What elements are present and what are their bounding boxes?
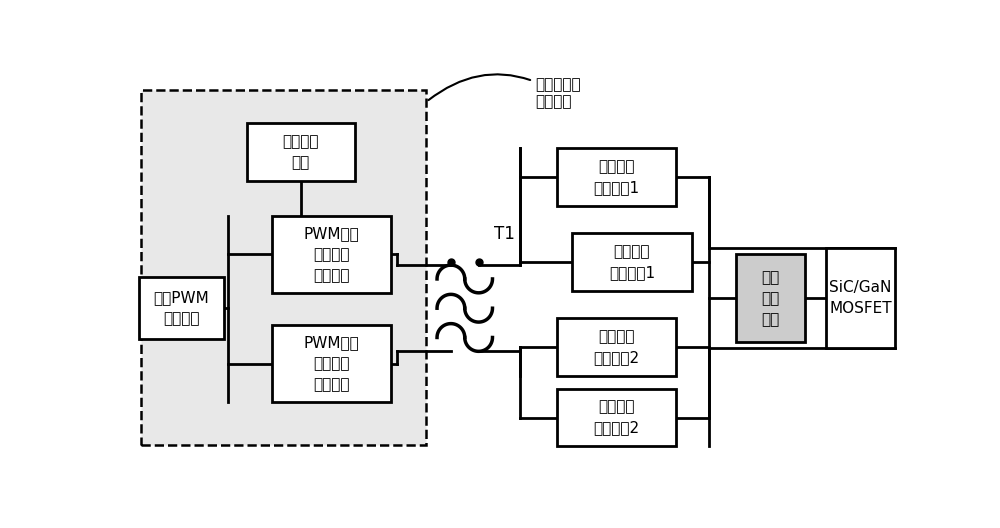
Text: 钳位
缓冲
电路: 钳位 缓冲 电路 [761, 270, 780, 327]
Bar [557, 389, 676, 447]
Bar [272, 216, 391, 293]
Text: 第一供电
电源: 第一供电 电源 [283, 134, 319, 170]
Bar [826, 248, 895, 348]
Text: 前沿脉冲
开通电路1: 前沿脉冲 开通电路1 [593, 159, 640, 195]
Bar [141, 90, 426, 445]
Bar [247, 123, 355, 181]
Bar [736, 254, 805, 343]
Bar [557, 318, 676, 375]
Text: 后沿脉冲
关断电路1: 后沿脉冲 关断电路1 [609, 244, 655, 280]
Bar [572, 233, 692, 291]
Text: 脉冲前后沿
生成电路: 脉冲前后沿 生成电路 [428, 74, 581, 110]
Text: 输入PWM
驱动信号: 输入PWM 驱动信号 [154, 290, 209, 326]
Bar [139, 277, 224, 339]
Text: PWM驱动
信号后沿
脉冲电路: PWM驱动 信号后沿 脉冲电路 [304, 335, 359, 392]
Text: T1: T1 [494, 225, 515, 243]
Text: SiC/GaN
MOSFET: SiC/GaN MOSFET [829, 280, 892, 316]
Bar [557, 148, 676, 206]
Bar [272, 325, 391, 402]
Text: 前沿脉冲
开通电路2: 前沿脉冲 开通电路2 [593, 329, 640, 365]
Text: 后沿脉冲
关断电路2: 后沿脉冲 关断电路2 [593, 400, 640, 436]
Text: PWM驱动
信号前沿
脉冲电路: PWM驱动 信号前沿 脉冲电路 [304, 226, 359, 283]
